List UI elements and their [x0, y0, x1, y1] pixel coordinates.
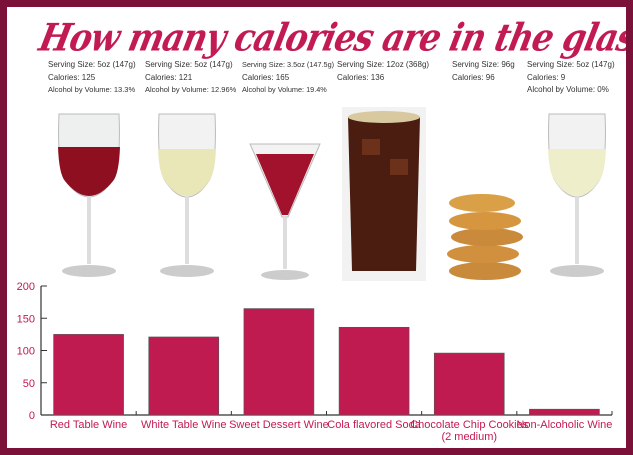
abv: Alcohol by Volume: 12.96% [145, 85, 237, 94]
y-tick-label: 100 [17, 346, 35, 358]
bar [243, 308, 315, 416]
cookie-stack-image [447, 194, 523, 280]
info-cookies: Serving Size: 96g Calories: 96 [452, 59, 515, 84]
non-alcoholic-wine-glass-image [548, 113, 606, 277]
red-wine-glass-image [58, 113, 120, 277]
bar [148, 336, 220, 416]
bar [53, 334, 124, 416]
x-category-label: Chocolate Chip Cookies [410, 419, 529, 431]
abv: Alcohol by Volume: 13.3% [48, 85, 136, 94]
cola-glass-image [342, 107, 426, 281]
abv: Alcohol by Volume: 0% [527, 85, 609, 94]
info-cola: Serving Size: 12oz (368g) Calories: 136 [337, 59, 429, 84]
abv: Alcohol by Volume: 19.4% [242, 85, 327, 94]
x-category-label: Red Table Wine [50, 419, 127, 431]
y-tick-label: 0 [29, 410, 35, 422]
bar [338, 326, 410, 416]
info-red-wine: Serving Size: 5oz (147g) Calories: 125 Alc… [48, 59, 136, 97]
x-category-label: Cola flavored Soda [327, 419, 421, 431]
calories: Calories: 9 [527, 72, 566, 82]
x-category-label: Non-Alcoholic Wine [516, 419, 612, 431]
calories: Calories: 125 [48, 72, 96, 82]
info-white-wine: Serving Size: 5oz (147g) Calories: 121 Alc… [145, 59, 236, 97]
serving-size: Serving Size: 5oz (147g) [145, 60, 233, 69]
calories: Calories: 165 [242, 72, 290, 82]
y-tick-label: 200 [17, 281, 35, 293]
calories: Calories: 136 [337, 72, 385, 82]
item-images [58, 107, 606, 281]
dessert-wine-glass-image [249, 143, 321, 280]
y-tick-label: 50 [23, 378, 35, 390]
serving-size: Serving Size: 12oz (368g) [337, 60, 430, 69]
bar [433, 352, 505, 416]
serving-size: Serving Size: 5oz (147g) [48, 60, 136, 69]
serving-size: Serving Size: 5oz (147g) [527, 60, 615, 69]
info-non-alcoholic-wine: Serving Size: 5oz (147g) Calories: 9 Alcoh… [527, 59, 615, 97]
x-category-label: White Table Wine [141, 419, 226, 431]
y-tick-label: 150 [17, 313, 35, 325]
calories: Calories: 96 [452, 72, 495, 82]
serving-size: Serving Size: 96g [452, 60, 515, 69]
serving-size: Serving Size: 3.5oz (147.5g) [242, 60, 335, 69]
info-dessert-wine: Serving Size: 3.5oz (147.5g) Calories: 16… [242, 59, 334, 97]
x-category-label: Sweet Dessert Wine [229, 419, 329, 431]
calories: Calories: 121 [145, 72, 193, 82]
white-wine-glass-image [158, 113, 216, 277]
bar [529, 408, 600, 416]
x-category-label: (2 medium) [441, 431, 497, 443]
